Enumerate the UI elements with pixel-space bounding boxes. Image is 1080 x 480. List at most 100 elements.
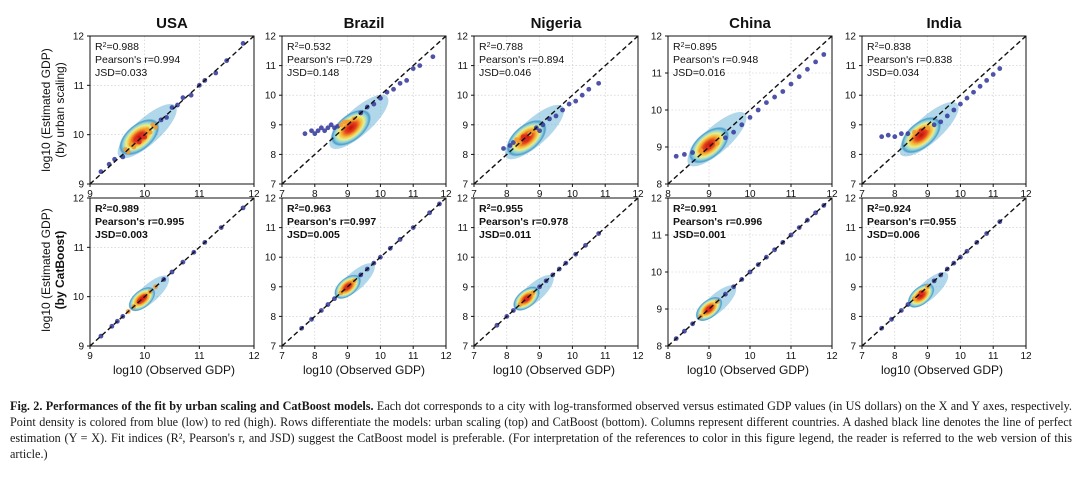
x-tick-label: 11 xyxy=(600,189,611,200)
y-tick-label: 12 xyxy=(73,194,85,205)
data-point xyxy=(318,125,324,131)
density-core xyxy=(900,116,942,154)
data-point xyxy=(944,113,950,119)
stat-pearson: Pearson's r=0.997 xyxy=(287,216,376,228)
y-tick-label: 12 xyxy=(651,194,663,205)
stat-jsd: JSD=0.034 xyxy=(867,67,919,79)
data-point xyxy=(772,94,777,100)
density-core xyxy=(119,118,160,156)
y-tick-label: 8 xyxy=(462,150,468,161)
identity-line xyxy=(282,198,446,346)
x-tick-label: 9 xyxy=(925,189,931,200)
x-tick-label: 9 xyxy=(706,189,712,200)
x-tick-label: 10 xyxy=(744,351,756,362)
data-point xyxy=(764,100,769,105)
y-tick-label: 12 xyxy=(845,194,857,205)
x-tick-label: 9 xyxy=(925,351,931,362)
stat-jsd: JSD=0.006 xyxy=(867,229,920,241)
data-point xyxy=(510,140,516,145)
data-point xyxy=(514,137,520,143)
stat-r2: R2=0.788 xyxy=(479,41,523,53)
identity-line xyxy=(668,36,832,184)
data-point xyxy=(328,122,334,128)
y-tick-label: 11 xyxy=(74,243,85,254)
plot-frame xyxy=(281,35,447,185)
y-tick-label: 11 xyxy=(266,223,277,234)
plot-frame xyxy=(861,197,1027,347)
x-tick-label: 9 xyxy=(345,189,351,200)
x-tick-label: 11 xyxy=(600,351,611,362)
data-point xyxy=(240,41,246,46)
y-tick-label: 9 xyxy=(850,282,856,293)
y-tick-label: 8 xyxy=(270,312,276,323)
stat-jsd: JSD=0.046 xyxy=(479,67,531,79)
x-tick-label: 12 xyxy=(440,189,452,200)
data-point xyxy=(579,92,585,98)
stat-jsd: JSD=0.011 xyxy=(479,229,531,241)
data-point xyxy=(788,81,794,87)
y-tick-label: 9 xyxy=(462,282,468,293)
x-tick-label: 9 xyxy=(87,189,93,200)
data-point xyxy=(796,74,802,80)
stat-jsd: JSD=0.001 xyxy=(673,229,726,241)
x-tick-label: 7 xyxy=(471,351,477,362)
panel-title: Brazil xyxy=(344,15,385,32)
y-tick-label: 12 xyxy=(265,194,277,205)
x-tick-label: 12 xyxy=(632,351,644,362)
data-point xyxy=(813,59,818,65)
x-tick-label: 11 xyxy=(194,351,205,362)
data-point xyxy=(673,153,679,159)
stat-r2: R2=0.988 xyxy=(95,41,139,53)
data-point xyxy=(971,89,976,95)
x-tick-label: 12 xyxy=(826,189,838,200)
data-point xyxy=(391,86,396,92)
x-tick-label: 10 xyxy=(744,189,756,200)
y-tick-label: 9 xyxy=(656,143,662,154)
data-point xyxy=(315,128,321,134)
x-tick-label: 10 xyxy=(955,189,967,200)
y-tick-label: 7 xyxy=(270,342,276,353)
x-tick-label: 12 xyxy=(1020,351,1032,362)
x-tick-label: 8 xyxy=(504,351,510,362)
data-point xyxy=(682,152,687,157)
y-tick-label: 12 xyxy=(457,32,469,43)
y-tick-label: 10 xyxy=(651,106,663,117)
stat-r2: R2=0.532 xyxy=(287,41,331,53)
x-axis-label: log10 (Observed GDP) xyxy=(113,363,235,377)
data-point xyxy=(898,131,904,137)
data-point xyxy=(821,52,827,57)
identity-line xyxy=(668,198,832,346)
identity-line xyxy=(90,36,254,184)
panel-title: Nigeria xyxy=(531,15,583,32)
identity-line xyxy=(474,198,638,346)
y-tick-label: 9 xyxy=(850,120,856,131)
x-tick-label: 7 xyxy=(279,189,285,200)
x-tick-label: 10 xyxy=(567,189,579,200)
data-point xyxy=(925,125,930,131)
data-point xyxy=(596,80,602,86)
x-tick-label: 11 xyxy=(988,351,999,362)
stat-jsd: JSD=0.003 xyxy=(95,229,148,241)
stat-r2: R2=0.924 xyxy=(867,203,911,215)
data-point xyxy=(180,95,186,101)
figure-caption: Fig. 2. Performances of the fit by urban… xyxy=(10,398,1072,462)
x-tick-label: 11 xyxy=(408,351,419,362)
x-axis-label: log10 (Observed GDP) xyxy=(303,363,425,377)
x-tick-label: 8 xyxy=(665,351,671,362)
data-point xyxy=(338,122,344,128)
data-point xyxy=(586,86,592,92)
data-point xyxy=(537,128,542,134)
x-tick-label: 12 xyxy=(248,189,260,200)
data-point xyxy=(984,78,990,83)
stat-jsd: JSD=0.005 xyxy=(287,229,340,241)
y-tick-label: 10 xyxy=(265,91,277,102)
y-tick-label: 9 xyxy=(78,342,84,353)
y-tick-label: 11 xyxy=(458,61,469,72)
plot-frame xyxy=(861,35,1027,185)
y-tick-label: 10 xyxy=(73,130,85,141)
y-tick-label: 12 xyxy=(265,32,277,43)
plot-frame xyxy=(473,197,639,347)
x-tick-label: 8 xyxy=(312,351,318,362)
